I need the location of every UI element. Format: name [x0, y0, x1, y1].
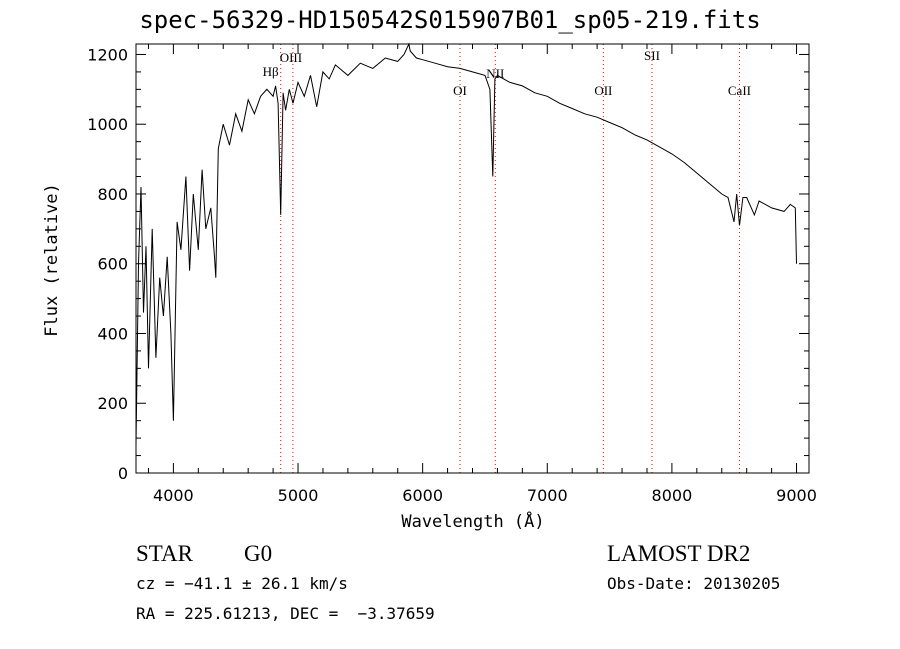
line-label-oiii: OIII	[280, 50, 302, 65]
observation-date: Obs-Date: 20130205	[607, 574, 781, 593]
y-tick-label-1200: 1200	[87, 45, 128, 64]
redshift-cz: cz = −41.1 ± 26.1 km/s	[136, 574, 348, 593]
x-tick-label-7000: 7000	[527, 486, 568, 505]
x-tick-label-4000: 4000	[153, 486, 194, 505]
line-label-caii: CaII	[728, 83, 751, 98]
line-label-sii: SII	[644, 48, 660, 63]
y-tick-label-200: 200	[97, 394, 128, 413]
y-tick-label-1000: 1000	[87, 115, 128, 134]
line-label-nii: NII	[486, 66, 504, 81]
coordinates: RA = 225.61213, DEC = −3.37659	[136, 604, 435, 623]
y-tick-label-0: 0	[118, 464, 128, 483]
y-axis-label: Flux (relative)	[42, 183, 62, 337]
chart-title: spec-56329-HD150542S015907B01_sp05-219.f…	[139, 6, 761, 34]
object-class: STAR	[136, 541, 193, 566]
line-label-oi: OI	[453, 83, 467, 98]
x-tick-label-8000: 8000	[652, 486, 693, 505]
spectral-subclass: G0	[244, 541, 273, 566]
line-label-hβ: Hβ	[263, 64, 279, 79]
y-tick-label-400: 400	[97, 324, 128, 343]
y-tick-label-600: 600	[97, 255, 128, 274]
x-axis-label: Wavelength (Å)	[401, 512, 545, 532]
x-tick-label-6000: 6000	[402, 486, 443, 505]
plot-frame	[135, 43, 810, 474]
line-markers-group	[280, 44, 740, 473]
x-tick-label-5000: 5000	[278, 486, 319, 505]
survey-name: LAMOST DR2	[607, 541, 751, 566]
spectrum-line-0	[135, 42, 797, 446]
spectrum-series-group	[135, 42, 797, 446]
axis-ticks-group: 4000 5000 6000 7000 8000 9000 0 200 400 600 800 100…	[87, 44, 817, 505]
x-tick-label-9000: 9000	[776, 486, 817, 505]
line-label-oii: OII	[594, 83, 612, 98]
y-tick-label-800: 800	[97, 185, 128, 204]
